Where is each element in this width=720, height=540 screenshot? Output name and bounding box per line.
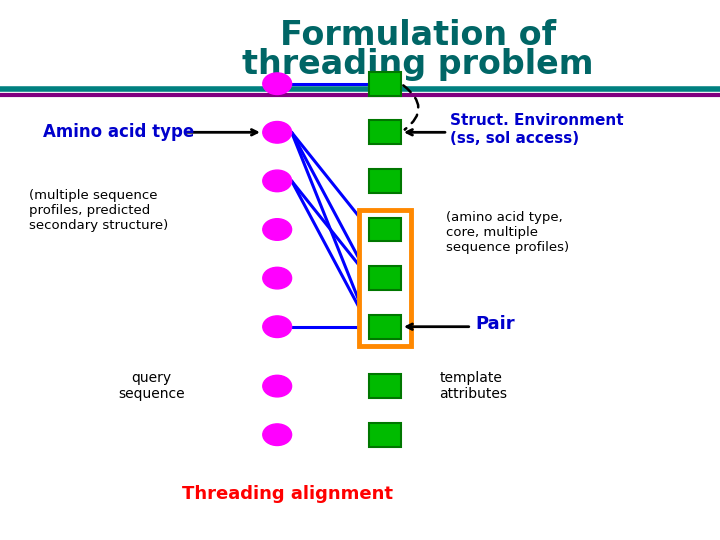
Text: (amino acid type,
core, multiple
sequence profiles): (amino acid type, core, multiple sequenc…: [446, 211, 570, 254]
Bar: [369, 120, 401, 144]
Bar: [369, 218, 401, 241]
Text: query
sequence: query sequence: [118, 371, 184, 401]
Circle shape: [263, 424, 292, 446]
Text: Threading alignment: Threading alignment: [182, 485, 394, 503]
Bar: [369, 169, 401, 193]
Bar: [369, 423, 401, 447]
Circle shape: [263, 219, 292, 240]
Text: Struct. Environment
(ss, sol access): Struct. Environment (ss, sol access): [450, 113, 624, 146]
Text: Formulation of: Formulation of: [279, 18, 556, 52]
Circle shape: [263, 267, 292, 289]
Text: (multiple sequence
profiles, predicted
secondary structure): (multiple sequence profiles, predicted s…: [29, 189, 168, 232]
Bar: [369, 266, 401, 290]
Text: Pair: Pair: [475, 315, 515, 333]
Circle shape: [263, 73, 292, 94]
Text: threading problem: threading problem: [242, 48, 593, 82]
Bar: [359, 210, 411, 346]
Circle shape: [263, 170, 292, 192]
Circle shape: [263, 316, 292, 338]
Text: template
attributes: template attributes: [439, 371, 507, 401]
Bar: [369, 315, 401, 339]
FancyArrowPatch shape: [403, 85, 418, 130]
Text: Amino acid type: Amino acid type: [43, 123, 194, 141]
Bar: [369, 72, 401, 96]
Circle shape: [263, 375, 292, 397]
Circle shape: [263, 122, 292, 143]
Bar: [369, 374, 401, 398]
